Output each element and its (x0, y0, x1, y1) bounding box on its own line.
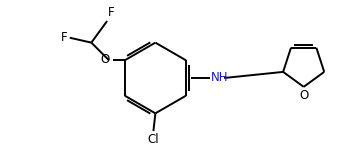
Text: Cl: Cl (147, 133, 159, 146)
Text: F: F (108, 6, 115, 19)
Text: O: O (299, 89, 308, 102)
Text: NH: NH (211, 71, 229, 84)
Text: F: F (61, 31, 68, 44)
Text: O: O (101, 53, 110, 66)
